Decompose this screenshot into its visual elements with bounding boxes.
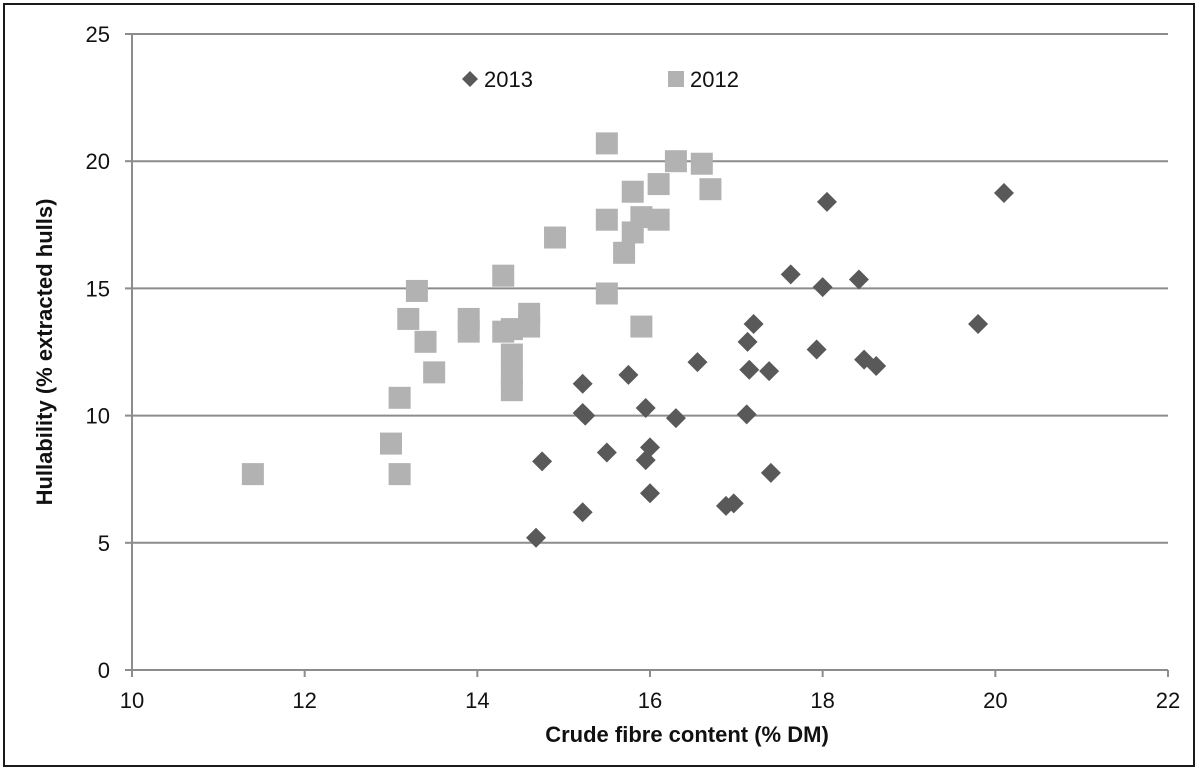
y-tick-label: 25 (86, 22, 110, 47)
axes (131, 34, 1168, 671)
data-point-2013 (572, 502, 593, 523)
data-point-2012 (664, 150, 687, 173)
legend-label: 2012 (690, 67, 739, 92)
y-axis-title: Hullability (% extracted hulls) (32, 199, 57, 506)
data-point-2013 (596, 442, 617, 463)
y-tick-label: 15 (86, 276, 110, 301)
data-point-2013 (816, 191, 837, 212)
x-tick-label: 16 (638, 688, 662, 713)
data-point-2012 (500, 343, 523, 366)
data-point-2013 (575, 405, 596, 426)
data-point-2012 (518, 315, 541, 338)
data-point-2013 (806, 339, 827, 360)
data-point-2012 (492, 264, 515, 287)
x-axis-title: Crude fibre content (% DM) (545, 722, 829, 747)
data-point-2013 (866, 355, 887, 376)
data-point-2013 (993, 183, 1014, 203)
data-point-2013 (812, 277, 833, 298)
data-point-2013 (739, 359, 760, 380)
x-tick-label: 18 (810, 688, 834, 713)
x-tick-label: 12 (292, 688, 316, 713)
data-point-2013 (723, 493, 744, 514)
data-point-2012 (630, 315, 653, 338)
legend-marker (462, 71, 478, 87)
data-point-2013 (687, 352, 708, 373)
data-point-2012 (388, 463, 411, 486)
legend-item-2013: 2013 (462, 67, 533, 92)
data-point-2013 (759, 361, 780, 382)
x-tick-label: 14 (465, 688, 489, 713)
data-point-2013 (736, 404, 757, 425)
data-point-2013 (737, 331, 758, 352)
x-tick-label: 10 (120, 688, 144, 713)
data-point-2013 (618, 364, 639, 385)
data-point-2013 (640, 483, 660, 504)
y-axis-ticks: 0 5 10 15 20 25 (86, 22, 132, 683)
data-point-2012 (647, 208, 670, 231)
data-point-2012 (457, 320, 480, 343)
data-point-2013 (572, 373, 593, 394)
data-point-2012 (544, 226, 567, 249)
data-point-2012 (595, 282, 618, 305)
data-point-2012 (380, 432, 402, 455)
data-point-2013 (532, 451, 553, 472)
data-point-2012 (690, 152, 713, 175)
legend-item-2012: 2012 (668, 67, 739, 92)
data-point-2013 (968, 314, 989, 335)
data-point-2013 (848, 269, 869, 290)
data-point-2012 (630, 206, 653, 229)
data-point-2012 (595, 208, 618, 231)
data-point-2013 (640, 437, 660, 458)
legend-label: 2013 (484, 67, 533, 92)
data-point-2012 (423, 361, 446, 384)
x-axis-ticks: 10 12 14 16 18 20 22 (120, 670, 1180, 713)
chart-frame (3, 3, 1195, 767)
data-point-2012 (699, 178, 722, 201)
series-2012 (241, 132, 722, 486)
data-point-2012 (647, 173, 670, 196)
data-points (241, 132, 1014, 548)
data-point-2012 (388, 386, 411, 409)
x-tick-label: 22 (1156, 688, 1180, 713)
data-point-2012 (397, 307, 420, 330)
data-point-2012 (595, 132, 618, 155)
data-point-2013 (780, 264, 801, 285)
legend-marker (668, 71, 684, 87)
y-tick-label: 20 (86, 149, 110, 174)
data-point-2013 (665, 408, 686, 429)
y-tick-label: 10 (86, 404, 110, 429)
data-point-2012 (241, 463, 264, 486)
data-point-2012 (621, 180, 644, 203)
data-point-2013 (526, 527, 547, 548)
y-tick-label: 5 (98, 531, 110, 556)
data-point-2012 (500, 379, 523, 402)
data-point-2013 (743, 314, 764, 335)
gridlines (132, 33, 1168, 544)
x-tick-label: 20 (983, 688, 1007, 713)
data-point-2012 (500, 318, 523, 341)
data-point-2013 (760, 462, 781, 483)
y-tick-label: 0 (98, 658, 110, 683)
series-2013 (526, 183, 1014, 548)
data-point-2012 (414, 330, 437, 353)
legend: 2013 2012 (462, 67, 739, 92)
data-point-2012 (405, 279, 428, 302)
data-point-2012 (613, 241, 636, 264)
data-point-2013 (635, 397, 656, 418)
